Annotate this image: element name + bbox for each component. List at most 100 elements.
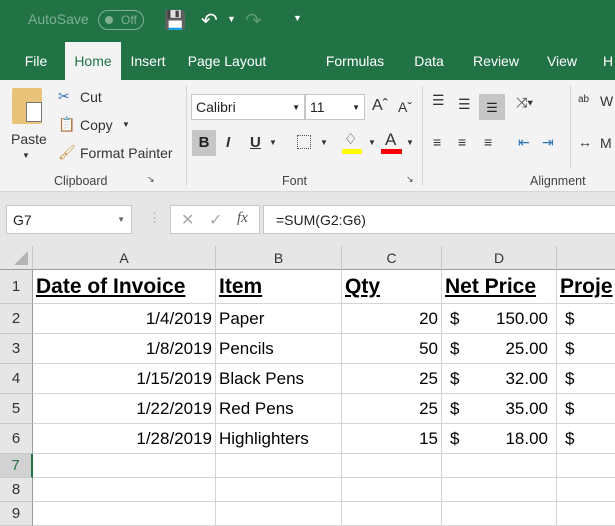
bold-button[interactable]: B (192, 130, 216, 156)
cell[interactable]: $ (557, 304, 615, 334)
cell[interactable] (216, 478, 342, 502)
cell[interactable] (442, 502, 557, 526)
name-box[interactable]: G7 ▼ (6, 205, 132, 234)
row-header[interactable]: 1 (0, 270, 33, 304)
increase-indent-icon[interactable]: ⇥ (542, 134, 554, 150)
cell[interactable]: $ (557, 424, 615, 454)
cell[interactable]: 25 (342, 364, 442, 394)
cancel-icon[interactable]: ✕ (181, 212, 195, 229)
cell[interactable]: 1/15/2019 (33, 364, 216, 394)
font-launcher-icon[interactable]: ↘ (406, 174, 414, 184)
font-size-select[interactable]: 11 ▼ (305, 94, 365, 120)
cell[interactable]: Paper (216, 304, 342, 334)
tab-insert[interactable]: Insert (130, 53, 166, 69)
cell[interactable]: 50 (342, 334, 442, 364)
customize-toolbar-icon[interactable]: ▼ (293, 13, 302, 23)
cell[interactable]: Highlighters (216, 424, 342, 454)
cell[interactable] (557, 478, 615, 502)
header-cell[interactable]: Qty (342, 270, 442, 304)
clipboard-launcher-icon[interactable]: ↘ (147, 174, 155, 184)
row-header[interactable]: 6 (0, 424, 33, 454)
undo-dropdown-icon[interactable]: ▼ (227, 14, 236, 24)
borders-dropdown-icon[interactable]: ▼ (320, 138, 328, 147)
cell[interactable] (442, 454, 557, 478)
row-header[interactable]: 3 (0, 334, 33, 364)
cut-button[interactable]: Cut (80, 89, 102, 105)
row-header[interactable]: 5 (0, 394, 33, 424)
cell[interactable]: Black Pens (216, 364, 342, 394)
top-align-icon[interactable]: ☰ (432, 92, 445, 108)
merge-center-icon[interactable]: ↔ (578, 134, 592, 150)
tab-page-layout[interactable]: Page Layout (187, 53, 267, 69)
tab-file[interactable]: File (24, 53, 48, 69)
cell[interactable] (33, 454, 216, 478)
font-name-select[interactable]: Calibri ▼ (191, 94, 305, 120)
underline-button[interactable]: U (250, 134, 261, 151)
align-left-icon[interactable]: ≡ (433, 134, 442, 150)
format-painter-button[interactable]: Format Painter (80, 145, 173, 161)
tab-review[interactable]: Review (473, 53, 519, 69)
cell[interactable]: 15 (342, 424, 442, 454)
row-header[interactable]: 9 (0, 502, 33, 526)
header-cell[interactable]: Net Price (442, 270, 557, 304)
cell[interactable]: 1/8/2019 (33, 334, 216, 364)
tab-home[interactable]: Home (65, 42, 121, 80)
fill-color-icon[interactable]: ♢ (344, 131, 358, 148)
font-color-button[interactable]: A (385, 130, 397, 149)
undo-icon[interactable]: ↶ (201, 10, 218, 32)
column-header-d[interactable]: D (442, 246, 557, 270)
tab-formulas[interactable]: Formulas (325, 53, 385, 69)
copy-dropdown-icon[interactable]: ▼ (122, 120, 130, 129)
header-cell[interactable]: Item (216, 270, 342, 304)
underline-dropdown-icon[interactable]: ▼ (269, 138, 277, 147)
italic-button[interactable]: I (226, 134, 231, 151)
cell[interactable] (216, 454, 342, 478)
select-all-button[interactable] (0, 246, 33, 270)
cell[interactable] (342, 454, 442, 478)
save-icon[interactable]: 💾 (164, 10, 187, 30)
cell[interactable]: $ (557, 334, 615, 364)
borders-icon[interactable] (297, 135, 311, 149)
column-header-e[interactable] (557, 246, 615, 270)
cell[interactable]: $25.00 (442, 334, 557, 364)
font-color-dropdown-icon[interactable]: ▼ (406, 138, 414, 147)
row-header[interactable]: 7 (0, 454, 33, 478)
cell[interactable]: $ (557, 364, 615, 394)
cell[interactable] (557, 454, 615, 478)
paste-dropdown-icon[interactable]: ▼ (22, 151, 30, 160)
enter-icon[interactable]: ✓ (209, 212, 223, 229)
column-header-c[interactable]: C (342, 246, 442, 270)
orientation-icon[interactable]: ⤨▾ (516, 94, 534, 110)
cell[interactable] (216, 502, 342, 526)
tab-view[interactable]: View (546, 53, 578, 69)
cell[interactable] (342, 478, 442, 502)
cell[interactable]: $35.00 (442, 394, 557, 424)
fill-color-dropdown-icon[interactable]: ▼ (368, 138, 376, 147)
row-header[interactable]: 8 (0, 478, 33, 502)
decrease-font-size-icon[interactable]: Aˇ (398, 99, 412, 115)
cell[interactable]: $ (557, 394, 615, 424)
cell[interactable] (342, 502, 442, 526)
align-center-icon[interactable]: ≡ (458, 134, 467, 150)
row-header[interactable]: 2 (0, 304, 33, 334)
wrap-text-icon[interactable]: ab (578, 94, 590, 105)
cell[interactable]: 1/28/2019 (33, 424, 216, 454)
cell[interactable] (442, 478, 557, 502)
middle-align-icon[interactable]: ☰ (458, 96, 471, 112)
cell[interactable]: Pencils (216, 334, 342, 364)
cell[interactable]: $32.00 (442, 364, 557, 394)
tab-data[interactable]: Data (414, 53, 444, 69)
header-cell[interactable]: Proje (557, 270, 615, 304)
tab-help[interactable]: H (602, 53, 614, 69)
cell[interactable]: 25 (342, 394, 442, 424)
cell[interactable]: Red Pens (216, 394, 342, 424)
cell[interactable]: $150.00 (442, 304, 557, 334)
cell[interactable] (557, 502, 615, 526)
column-header-b[interactable]: B (216, 246, 342, 270)
row-header[interactable]: 4 (0, 364, 33, 394)
cell[interactable] (33, 478, 216, 502)
wrap-text-button[interactable]: W (600, 93, 614, 109)
cell[interactable]: 1/4/2019 (33, 304, 216, 334)
autosave-toggle[interactable]: Off (98, 10, 144, 30)
decrease-indent-icon[interactable]: ⇤ (518, 134, 530, 150)
